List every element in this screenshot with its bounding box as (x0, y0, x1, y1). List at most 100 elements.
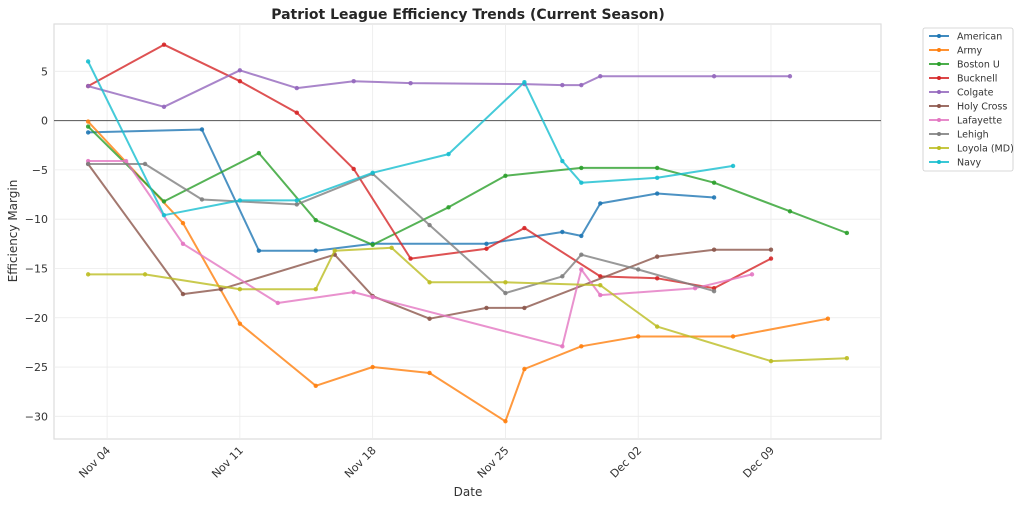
data-point-american (85, 130, 91, 135)
data-point-lehigh (579, 252, 584, 257)
legend-label: Loyola (MD) (957, 144, 1014, 155)
data-point-holy-cross (180, 291, 186, 297)
data-point-bucknell (237, 78, 243, 84)
y-tick-label: −30 (25, 410, 48, 423)
data-point-american (484, 241, 489, 247)
data-point-loyola-md (598, 283, 603, 288)
legend-item-holy-cross: Holy Cross (929, 102, 1007, 113)
y-axis-label: Efficiency Margin (6, 180, 20, 283)
legend-item-american: American (929, 32, 1002, 43)
data-point-army (503, 419, 508, 424)
series-loyola-md (85, 245, 850, 364)
data-point-holy-cross (218, 286, 224, 292)
data-point-american (579, 233, 584, 239)
x-tick-label: Nov 25 (475, 444, 512, 481)
data-point-loyola-md (503, 280, 508, 285)
legend-swatch-marker (937, 76, 941, 80)
series-line-army (87, 120, 829, 423)
data-point-bucknell (484, 246, 489, 251)
legend-label: American (957, 32, 1002, 43)
y-tick-label: −20 (25, 312, 48, 325)
series-line-colgate (87, 69, 790, 108)
legend-item-lehigh: Lehigh (929, 130, 989, 141)
data-point-american (598, 201, 603, 206)
data-point-navy (237, 198, 243, 203)
legend-item-colgate: Colgate (929, 88, 994, 99)
y-tick-label: −25 (25, 361, 48, 374)
data-point-army (370, 364, 375, 370)
data-point-colgate (598, 74, 603, 79)
x-tick-label: Nov 11 (209, 444, 246, 481)
x-tick-label: Dec 02 (608, 444, 645, 481)
data-point-lafayette (275, 300, 281, 306)
data-point-loyola-md (332, 248, 337, 253)
data-point-bucknell (161, 42, 167, 47)
legend-swatch-marker (937, 118, 941, 122)
plot-area (53, 23, 882, 440)
x-tick-label: Dec 09 (740, 444, 777, 481)
data-point-lehigh (85, 161, 91, 167)
data-point-army (522, 366, 527, 372)
series-lehigh (85, 161, 717, 296)
data-point-army (427, 370, 432, 376)
legend-swatch-marker (937, 104, 941, 108)
data-point-navy (654, 175, 660, 180)
legend-item-lafayette: Lafayette (929, 116, 1002, 127)
y-tick-label: −10 (25, 213, 48, 226)
data-point-boston-u (844, 230, 850, 236)
data-point-holy-cross (484, 305, 489, 311)
data-point-army (579, 344, 584, 349)
x-axis-ticks: Nov 04 Nov 11 Nov 18 Nov 25 Dec 02 Dec 09 (76, 444, 777, 481)
y-tick-label: −15 (25, 262, 48, 275)
data-point-army (825, 316, 831, 321)
legend-item-loyola-md: Loyola (MD) (929, 144, 1014, 155)
data-point-american (560, 229, 565, 235)
data-point-navy (370, 170, 375, 176)
data-point-loyola-md (427, 280, 432, 285)
data-point-loyola-md (389, 245, 394, 250)
data-point-lafayette (579, 267, 584, 272)
legend-label: Bucknell (957, 74, 997, 85)
legend-swatch-marker (937, 48, 941, 52)
data-point-boston-u (313, 217, 318, 223)
data-point-army (237, 321, 243, 326)
data-point-american (711, 195, 717, 200)
data-point-holy-cross (768, 247, 774, 252)
legend: American Army Boston U Bucknell Colgate Holy … (922, 27, 1014, 172)
data-point-army (85, 119, 91, 124)
x-tick-label: Nov 18 (342, 444, 379, 481)
data-point-loyola-md (313, 286, 318, 292)
series-army (85, 119, 831, 424)
data-point-holy-cross (427, 316, 432, 321)
data-point-boston-u (370, 242, 375, 248)
grid (54, 24, 881, 439)
y-axis-ticks: 5 0 −5 −10 −15 −20 −25 −30 (25, 65, 48, 423)
data-point-loyola-md (768, 358, 774, 364)
data-point-boston-u (85, 124, 91, 129)
data-point-lehigh (711, 288, 717, 294)
y-tick-label: 5 (41, 65, 48, 78)
data-point-navy (730, 163, 736, 169)
legend-label: Lehigh (957, 130, 989, 141)
data-point-bucknell (768, 256, 774, 261)
data-point-lehigh (427, 222, 432, 228)
data-point-american (256, 248, 262, 253)
data-point-colgate (85, 83, 91, 89)
data-point-colgate (237, 68, 243, 73)
data-point-lafayette (370, 294, 375, 300)
data-point-lehigh (199, 197, 205, 202)
data-point-boston-u (256, 150, 262, 156)
data-point-bucknell (654, 276, 660, 281)
data-point-bucknell (294, 110, 299, 115)
legend-item-navy: Navy (929, 158, 982, 169)
data-point-loyola-md (844, 355, 850, 361)
data-point-colgate (560, 82, 565, 88)
data-point-holy-cross (654, 254, 660, 259)
data-point-american (654, 191, 660, 196)
legend-swatch-marker (937, 146, 941, 150)
data-point-colgate (787, 74, 793, 79)
y-tick-label: −5 (32, 164, 48, 177)
data-point-colgate (579, 82, 584, 88)
